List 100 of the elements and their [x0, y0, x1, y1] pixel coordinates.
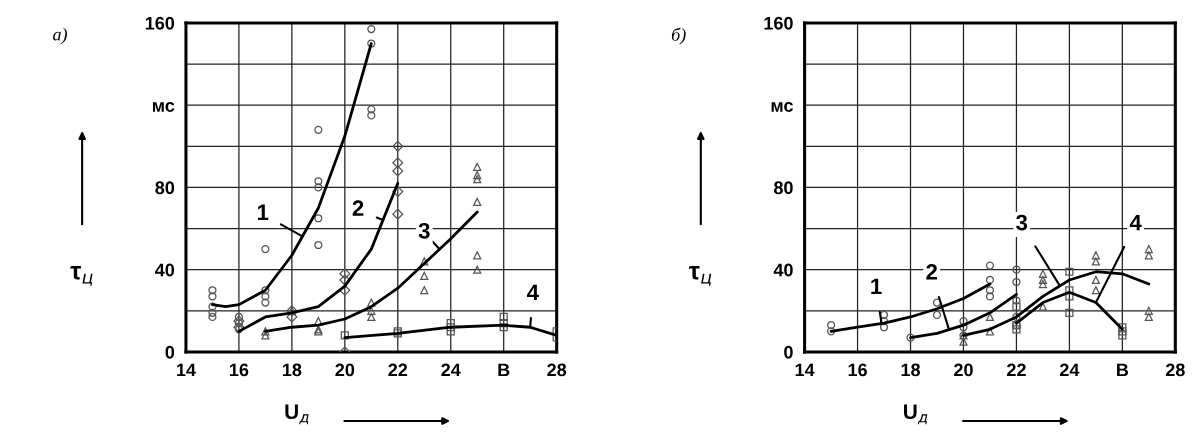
- point: [1012, 277, 1021, 287]
- point: [473, 170, 482, 180]
- point: [208, 302, 217, 311]
- point: [1144, 245, 1153, 254]
- point: [233, 315, 245, 327]
- point: [1118, 331, 1127, 340]
- point: [1038, 302, 1048, 311]
- point: [420, 286, 429, 295]
- point: [985, 261, 995, 270]
- y-tick-label: 0: [784, 345, 793, 359]
- point: [314, 177, 323, 186]
- point: [392, 157, 404, 169]
- point: [234, 325, 244, 334]
- x-tick-label: 18: [901, 363, 921, 377]
- point: [367, 39, 376, 48]
- x-tick-label: 16: [848, 363, 867, 377]
- y-tick-label: мс: [152, 102, 175, 112]
- point: [1012, 325, 1021, 334]
- point: [208, 308, 217, 317]
- point: [1012, 296, 1021, 305]
- annotation: 2: [926, 264, 937, 280]
- point: [985, 275, 995, 285]
- y-tick-label: 80: [773, 181, 793, 195]
- point: [473, 265, 482, 274]
- point: [499, 323, 508, 332]
- point: [826, 327, 836, 336]
- x-tick-label: 22: [1007, 363, 1026, 377]
- point: [392, 186, 404, 198]
- point: [367, 111, 376, 120]
- point: [879, 323, 889, 332]
- point: [314, 183, 323, 192]
- point: [339, 268, 351, 280]
- point: [1012, 265, 1021, 274]
- x-tick-label: 20: [335, 363, 355, 377]
- point: [959, 323, 968, 332]
- point: [985, 292, 995, 301]
- x-tick-label: 24: [441, 363, 461, 377]
- y-tick-label: 160: [145, 16, 175, 30]
- point: [932, 310, 942, 320]
- x-tick-label: В: [1117, 363, 1129, 377]
- point: [1012, 312, 1021, 322]
- x-tick-label: 18: [282, 363, 302, 377]
- point: [261, 292, 270, 301]
- point: [367, 312, 376, 322]
- point: [1144, 251, 1153, 260]
- point: [367, 298, 376, 307]
- point: [906, 333, 915, 342]
- point: [261, 327, 270, 336]
- x-tick-label: 16: [230, 363, 249, 377]
- point: [340, 331, 349, 340]
- point: [1144, 306, 1153, 315]
- point: [473, 162, 482, 171]
- annotation: 4: [526, 284, 539, 301]
- point: [1091, 275, 1100, 285]
- annotation: 1: [257, 204, 269, 220]
- point: [446, 323, 455, 332]
- y-axis-title: τ$_{ц}$: [689, 266, 712, 286]
- point: [208, 286, 217, 295]
- point: [1038, 269, 1048, 278]
- x-tick-label: 20: [954, 363, 973, 377]
- x-tick-label: 22: [388, 363, 408, 377]
- x-tick-label: 14: [795, 363, 815, 377]
- annotation: 3: [1016, 214, 1028, 231]
- point: [420, 257, 429, 266]
- point: [314, 125, 323, 134]
- point: [1038, 275, 1048, 285]
- point: [367, 105, 376, 114]
- point: [392, 165, 404, 177]
- point: [1065, 308, 1074, 317]
- annotation: 3: [418, 222, 430, 239]
- point: [1118, 327, 1127, 336]
- point: [1144, 312, 1153, 322]
- y-tick-label: 160: [764, 16, 793, 30]
- annotation: 2: [352, 200, 364, 216]
- point: [261, 298, 270, 307]
- point: [959, 337, 968, 346]
- point: [1118, 323, 1127, 332]
- point: [208, 292, 217, 301]
- x-tick-label: 28: [1165, 363, 1185, 377]
- point: [473, 175, 482, 184]
- point: [392, 208, 404, 220]
- point: [826, 321, 836, 330]
- annotation: 1: [871, 278, 882, 294]
- point: [392, 140, 404, 152]
- point: [234, 312, 244, 322]
- point: [932, 298, 942, 307]
- point: [314, 214, 323, 223]
- point: [473, 251, 482, 260]
- point: [314, 316, 323, 326]
- point: [314, 240, 323, 250]
- point: [1038, 279, 1048, 289]
- point: [1012, 302, 1021, 311]
- point: [234, 319, 244, 328]
- point: [1065, 286, 1074, 295]
- point: [446, 327, 455, 336]
- point: [261, 331, 270, 340]
- point: [420, 271, 429, 280]
- annotation: 4: [1129, 214, 1142, 231]
- point: [1091, 251, 1100, 260]
- point: [367, 25, 376, 34]
